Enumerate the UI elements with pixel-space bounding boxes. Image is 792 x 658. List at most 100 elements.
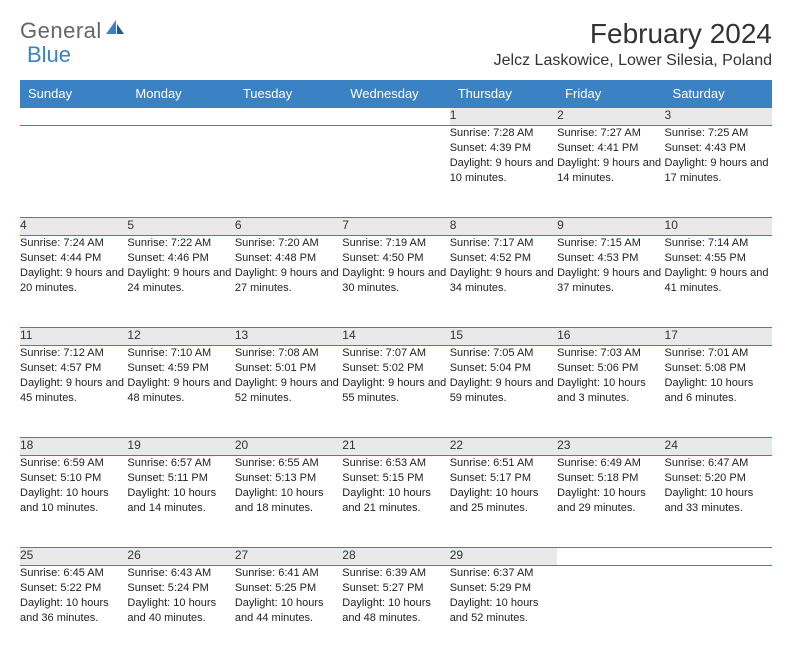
- day-number-cell: [127, 108, 234, 126]
- sunrise-line: Sunrise: 6:45 AM: [20, 566, 127, 581]
- day-detail-cell: Sunrise: 6:57 AMSunset: 5:11 PMDaylight:…: [127, 456, 234, 548]
- day-number-row: 123: [20, 108, 772, 126]
- day-detail-cell: Sunrise: 6:59 AMSunset: 5:10 PMDaylight:…: [20, 456, 127, 548]
- sunrise-line: Sunrise: 7:08 AM: [235, 346, 342, 361]
- sunset-line: Sunset: 5:27 PM: [342, 581, 449, 596]
- sunrise-line: Sunrise: 6:53 AM: [342, 456, 449, 471]
- daylight-line: Daylight: 10 hours and 36 minutes.: [20, 596, 127, 626]
- sunrise-line: Sunrise: 6:49 AM: [557, 456, 664, 471]
- weekday-header: Wednesday: [342, 80, 449, 108]
- daylight-line: Daylight: 9 hours and 37 minutes.: [557, 266, 664, 296]
- daylight-line: Daylight: 9 hours and 34 minutes.: [450, 266, 557, 296]
- day-detail-cell: Sunrise: 7:05 AMSunset: 5:04 PMDaylight:…: [450, 346, 557, 438]
- sunrise-line: Sunrise: 6:57 AM: [127, 456, 234, 471]
- day-number-cell: 7: [342, 218, 449, 236]
- day-number-cell: 13: [235, 328, 342, 346]
- sunset-line: Sunset: 4:53 PM: [557, 251, 664, 266]
- day-number-cell: 4: [20, 218, 127, 236]
- daylight-line: Daylight: 10 hours and 6 minutes.: [665, 376, 772, 406]
- day-number-cell: 18: [20, 438, 127, 456]
- day-number-cell: 10: [665, 218, 772, 236]
- daylight-line: Daylight: 9 hours and 52 minutes.: [235, 376, 342, 406]
- daylight-line: Daylight: 9 hours and 59 minutes.: [450, 376, 557, 406]
- daylight-line: Daylight: 10 hours and 25 minutes.: [450, 486, 557, 516]
- day-number-cell: [665, 548, 772, 566]
- daylight-line: Daylight: 9 hours and 20 minutes.: [20, 266, 127, 296]
- sunset-line: Sunset: 5:06 PM: [557, 361, 664, 376]
- daylight-line: Daylight: 9 hours and 24 minutes.: [127, 266, 234, 296]
- day-detail-cell: Sunrise: 7:22 AMSunset: 4:46 PMDaylight:…: [127, 236, 234, 328]
- sunrise-line: Sunrise: 7:19 AM: [342, 236, 449, 251]
- day-detail-cell: Sunrise: 7:12 AMSunset: 4:57 PMDaylight:…: [20, 346, 127, 438]
- day-number-cell: 26: [127, 548, 234, 566]
- day-detail-cell: Sunrise: 7:28 AMSunset: 4:39 PMDaylight:…: [450, 126, 557, 218]
- weekday-header: Tuesday: [235, 80, 342, 108]
- day-number-cell: [342, 108, 449, 126]
- day-number-cell: 29: [450, 548, 557, 566]
- day-detail-cell: Sunrise: 7:17 AMSunset: 4:52 PMDaylight:…: [450, 236, 557, 328]
- day-detail-cell: [342, 126, 449, 218]
- daylight-line: Daylight: 10 hours and 10 minutes.: [20, 486, 127, 516]
- day-number-cell: 25: [20, 548, 127, 566]
- day-number-cell: 6: [235, 218, 342, 236]
- sunset-line: Sunset: 5:25 PM: [235, 581, 342, 596]
- day-number-cell: 19: [127, 438, 234, 456]
- sunrise-line: Sunrise: 6:55 AM: [235, 456, 342, 471]
- day-number-cell: 17: [665, 328, 772, 346]
- sunrise-line: Sunrise: 7:05 AM: [450, 346, 557, 361]
- daylight-line: Daylight: 9 hours and 45 minutes.: [20, 376, 127, 406]
- day-number-cell: 24: [665, 438, 772, 456]
- sunrise-line: Sunrise: 7:25 AM: [665, 126, 772, 141]
- day-number-row: 11121314151617: [20, 328, 772, 346]
- sunrise-line: Sunrise: 7:20 AM: [235, 236, 342, 251]
- logo-text-blue: Blue: [27, 42, 71, 68]
- sunset-line: Sunset: 5:20 PM: [665, 471, 772, 486]
- sunset-line: Sunset: 4:43 PM: [665, 141, 772, 156]
- location: Jelcz Laskowice, Lower Silesia, Poland: [494, 52, 772, 70]
- sunset-line: Sunset: 5:02 PM: [342, 361, 449, 376]
- sunrise-line: Sunrise: 6:47 AM: [665, 456, 772, 471]
- sunrise-line: Sunrise: 7:22 AM: [127, 236, 234, 251]
- logo: General: [20, 18, 126, 44]
- day-detail-cell: [20, 126, 127, 218]
- logo-text-general: General: [20, 18, 102, 44]
- weekday-header: Sunday: [20, 80, 127, 108]
- day-number-cell: 16: [557, 328, 664, 346]
- sunset-line: Sunset: 5:18 PM: [557, 471, 664, 486]
- day-number-cell: 9: [557, 218, 664, 236]
- daylight-line: Daylight: 10 hours and 33 minutes.: [665, 486, 772, 516]
- day-detail-cell: [235, 126, 342, 218]
- daylight-line: Daylight: 10 hours and 3 minutes.: [557, 376, 664, 406]
- day-detail-row: Sunrise: 7:12 AMSunset: 4:57 PMDaylight:…: [20, 346, 772, 438]
- sunset-line: Sunset: 4:39 PM: [450, 141, 557, 156]
- day-detail-cell: Sunrise: 7:03 AMSunset: 5:06 PMDaylight:…: [557, 346, 664, 438]
- sunset-line: Sunset: 5:29 PM: [450, 581, 557, 596]
- daylight-line: Daylight: 10 hours and 29 minutes.: [557, 486, 664, 516]
- sunrise-line: Sunrise: 6:41 AM: [235, 566, 342, 581]
- day-detail-cell: Sunrise: 6:47 AMSunset: 5:20 PMDaylight:…: [665, 456, 772, 548]
- day-detail-cell: Sunrise: 7:10 AMSunset: 4:59 PMDaylight:…: [127, 346, 234, 438]
- month-title: February 2024: [494, 18, 772, 50]
- day-detail-row: Sunrise: 7:24 AMSunset: 4:44 PMDaylight:…: [20, 236, 772, 328]
- day-detail-cell: Sunrise: 7:20 AMSunset: 4:48 PMDaylight:…: [235, 236, 342, 328]
- sunset-line: Sunset: 4:52 PM: [450, 251, 557, 266]
- day-number-cell: [235, 108, 342, 126]
- weekday-header: Monday: [127, 80, 234, 108]
- sunset-line: Sunset: 5:22 PM: [20, 581, 127, 596]
- day-detail-cell: Sunrise: 6:49 AMSunset: 5:18 PMDaylight:…: [557, 456, 664, 548]
- sunset-line: Sunset: 5:10 PM: [20, 471, 127, 486]
- logo-sail-icon: [104, 16, 126, 42]
- sunrise-line: Sunrise: 7:28 AM: [450, 126, 557, 141]
- day-number-row: 45678910: [20, 218, 772, 236]
- day-number-cell: 22: [450, 438, 557, 456]
- daylight-line: Daylight: 10 hours and 48 minutes.: [342, 596, 449, 626]
- daylight-line: Daylight: 9 hours and 27 minutes.: [235, 266, 342, 296]
- sunrise-line: Sunrise: 7:17 AM: [450, 236, 557, 251]
- sunrise-line: Sunrise: 7:12 AM: [20, 346, 127, 361]
- day-number-cell: 2: [557, 108, 664, 126]
- sunset-line: Sunset: 5:17 PM: [450, 471, 557, 486]
- day-detail-cell: Sunrise: 6:53 AMSunset: 5:15 PMDaylight:…: [342, 456, 449, 548]
- day-number-cell: 1: [450, 108, 557, 126]
- day-detail-cell: Sunrise: 7:15 AMSunset: 4:53 PMDaylight:…: [557, 236, 664, 328]
- day-detail-row: Sunrise: 6:59 AMSunset: 5:10 PMDaylight:…: [20, 456, 772, 548]
